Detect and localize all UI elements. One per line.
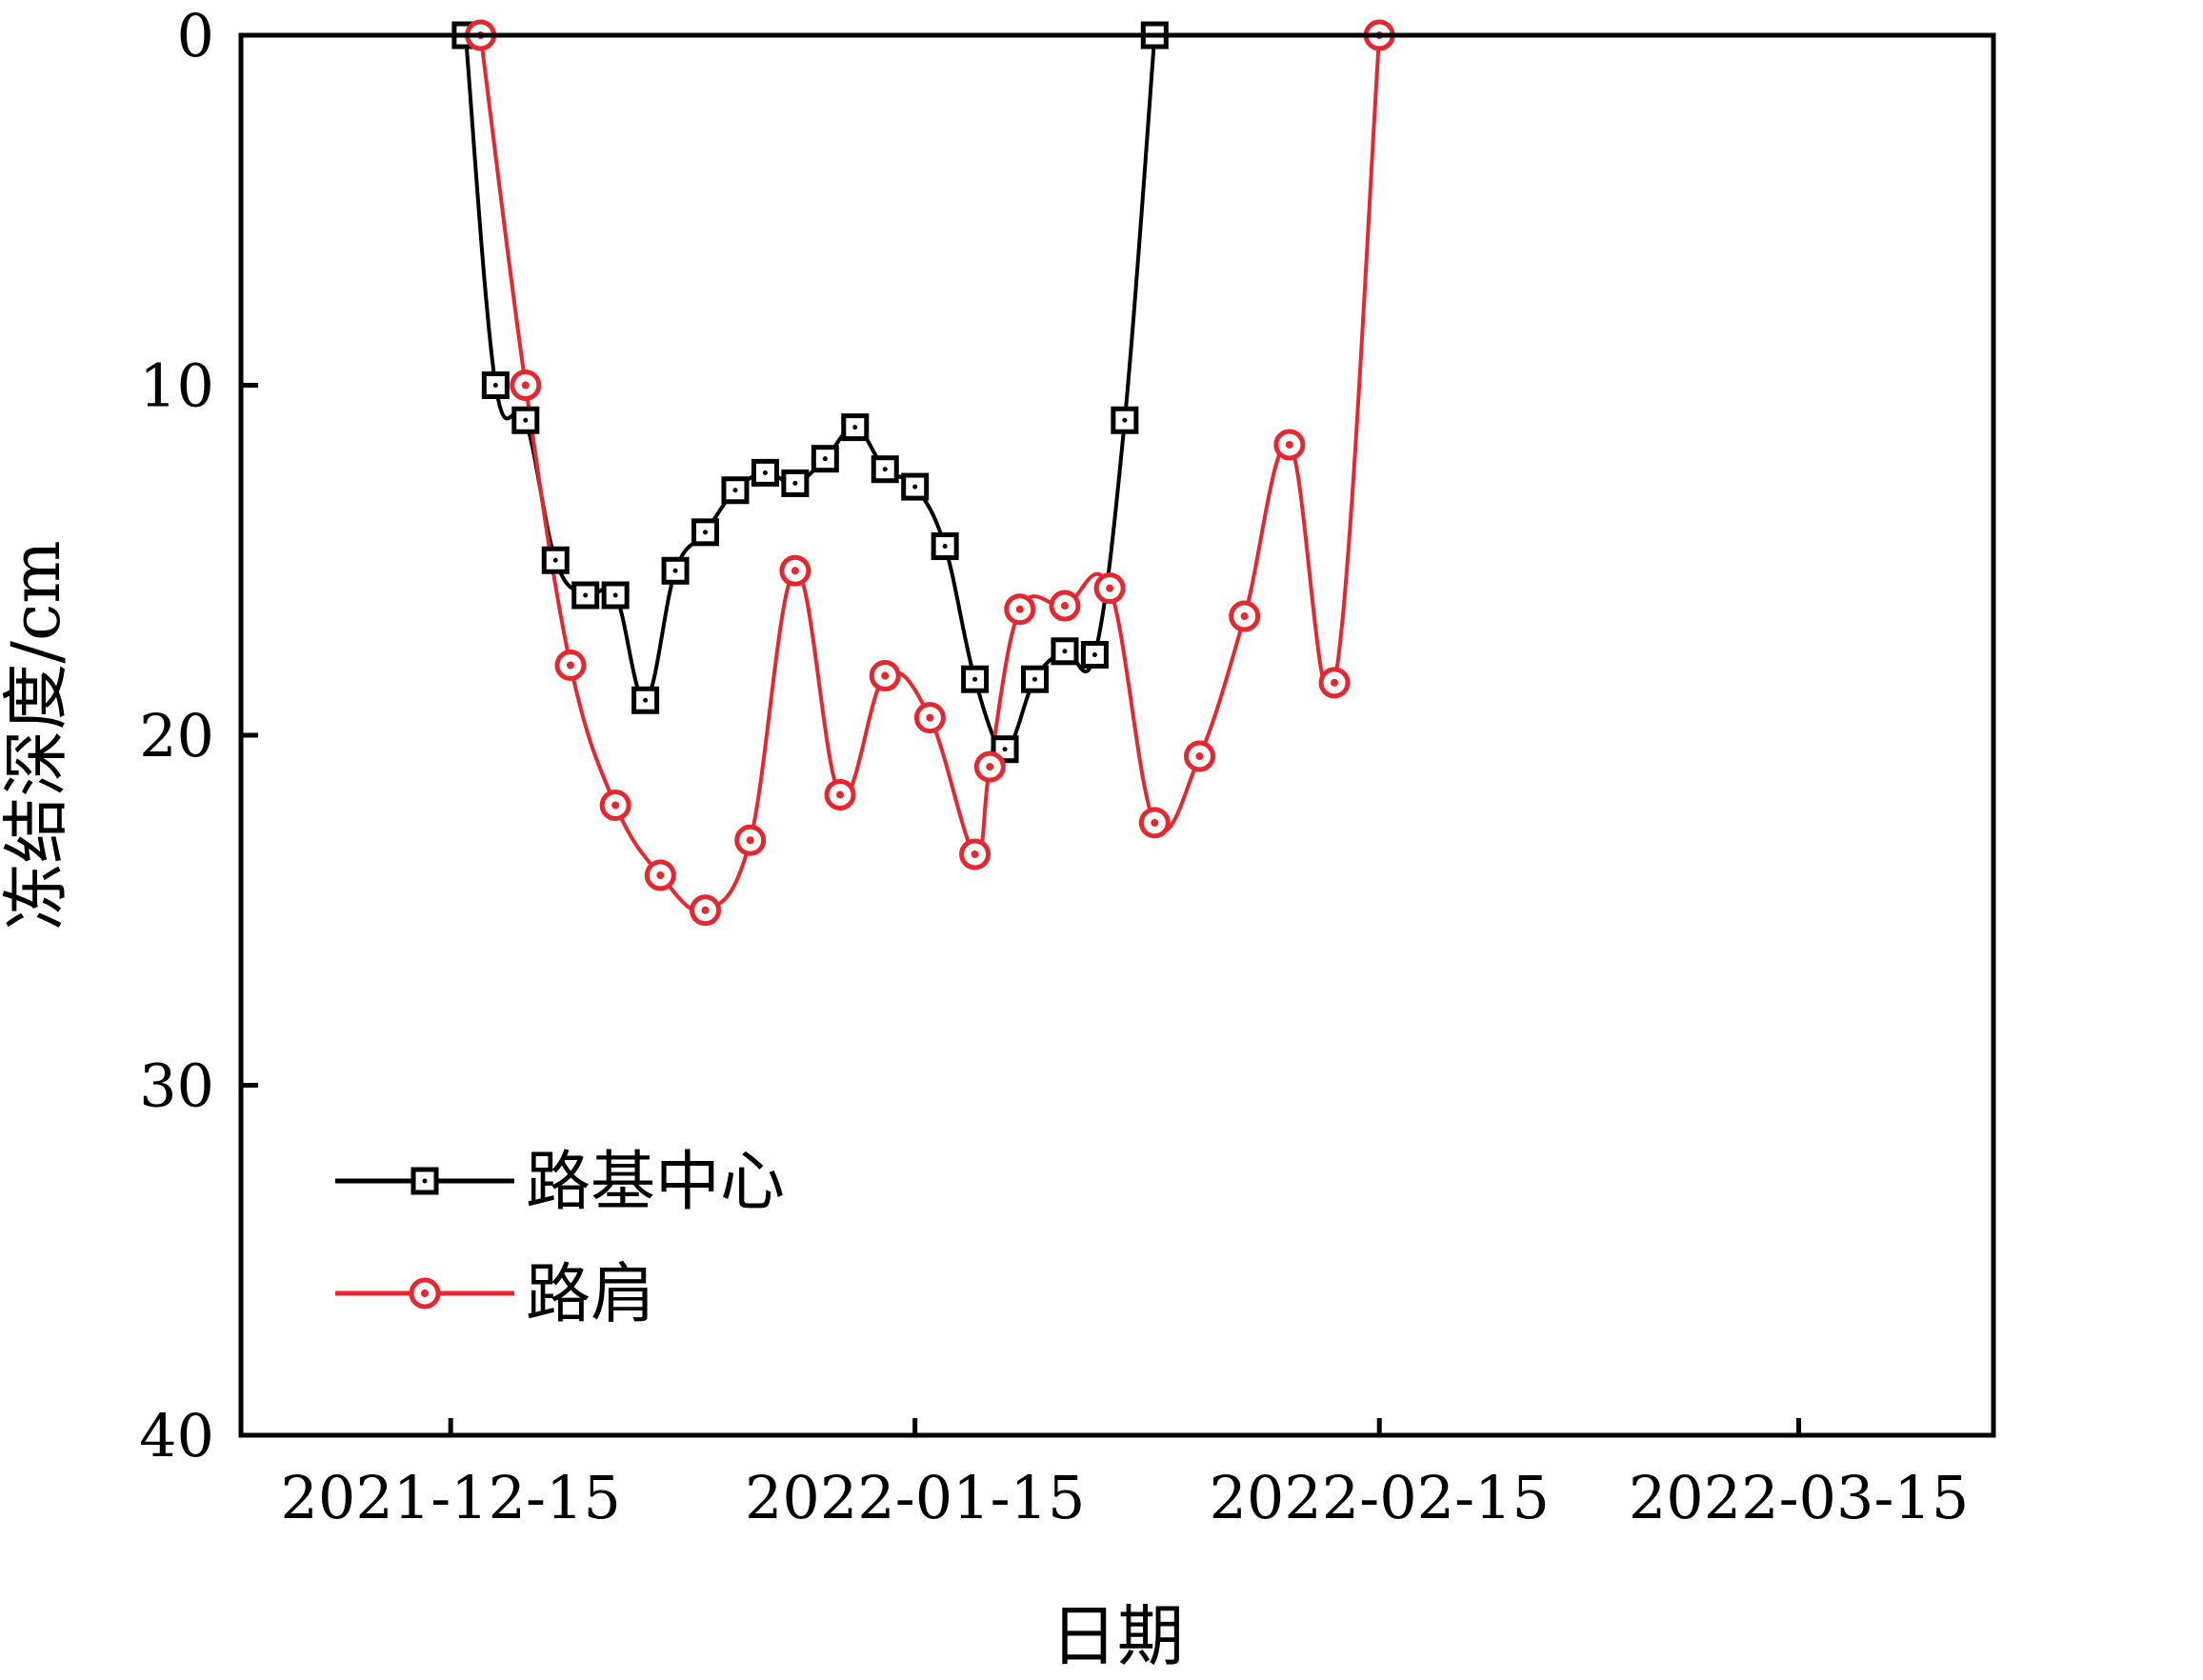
- series-1-point-9-center: [881, 671, 890, 680]
- series-1-point-6-center: [746, 836, 754, 845]
- series-0-point-8-center: [703, 530, 709, 535]
- series-0-point-13: [841, 413, 870, 442]
- y-tick-label-1: 10: [139, 351, 214, 421]
- series-0-point-9-center: [732, 488, 738, 493]
- series-0-point-4: [571, 581, 600, 610]
- series-0-point-6-center: [643, 697, 649, 703]
- series-0-point-4-center: [583, 592, 589, 598]
- series-0-point-17-center: [972, 676, 978, 682]
- y-tick-label-4: 40: [139, 1401, 214, 1470]
- series-1-point-17-center: [1195, 752, 1204, 761]
- series-1-point-11-center: [971, 850, 979, 858]
- series-0-point-22-center: [1122, 417, 1128, 423]
- series-0-point-1-center: [492, 383, 498, 388]
- legend-marker-1-center: [421, 1290, 429, 1297]
- series-1-point-1-center: [521, 381, 530, 390]
- y-tick-label-3: 30: [139, 1051, 214, 1121]
- series-1-point-4-center: [656, 871, 665, 879]
- series-1-point-13-center: [1015, 605, 1024, 613]
- series-0-point-2-center: [523, 417, 529, 423]
- x-tick-label-3: 2022-03-15: [1629, 1463, 1969, 1532]
- series-1-point-14-center: [1060, 602, 1069, 610]
- series-0-point-5-center: [612, 592, 618, 598]
- series-0-point-21-center: [1091, 651, 1097, 657]
- series-0-point-1: [481, 371, 510, 399]
- series-0-point-7-center: [672, 568, 678, 573]
- series-1-point-19-center: [1285, 440, 1293, 449]
- series-1-point-7-center: [791, 567, 799, 575]
- series-0-point-16-center: [942, 544, 948, 550]
- series-1-point-5-center: [701, 906, 710, 914]
- series-1-point-3-center: [611, 801, 620, 810]
- series-line-1: [478, 34, 1382, 913]
- series-0-point-14-center: [882, 467, 888, 472]
- series-0-point-11: [781, 469, 810, 497]
- series-0-point-10-center: [762, 470, 768, 475]
- series-1-point-15-center: [1106, 584, 1114, 592]
- x-tick-label-0: 2021-12-15: [280, 1463, 620, 1532]
- series-0-point-13-center: [852, 425, 858, 430]
- series-0-point-3-center: [552, 557, 558, 563]
- series-0-point-18-center: [1002, 747, 1008, 752]
- series-0-point-9: [721, 476, 750, 505]
- series-1-point-2-center: [566, 661, 574, 670]
- series-1-point-10-center: [926, 713, 934, 722]
- series-0-point-11-center: [792, 480, 798, 486]
- series-0-point-12-center: [822, 456, 828, 462]
- series-1-point-18-center: [1240, 612, 1249, 621]
- legend-label-1: 路肩: [526, 1257, 655, 1332]
- series-0-point-15-center: [912, 484, 918, 490]
- plot-frame: [238, 32, 1996, 1438]
- y-axis-title: 冻结深度/cm: [0, 540, 75, 930]
- x-tick-label-2: 2022-02-15: [1209, 1463, 1549, 1532]
- y-tick-label-2: 20: [139, 701, 214, 770]
- series-0-point-19-center: [1032, 676, 1038, 682]
- y-axis-ticks: 0 10 20 30 40: [139, 1, 258, 1470]
- series-0-point-20-center: [1062, 649, 1068, 654]
- series-1-point-16-center: [1151, 818, 1159, 827]
- series-1-point-8-center: [836, 790, 845, 799]
- series-0-point-14: [871, 455, 899, 484]
- series-0-point-17: [961, 665, 990, 693]
- legend-label-0: 路基中心: [526, 1145, 785, 1220]
- legend-marker-0-center: [422, 1178, 428, 1184]
- x-tick-label-1: 2022-01-15: [745, 1463, 1085, 1532]
- series-1-point-20-center: [1331, 678, 1339, 687]
- x-axis-ticks: 2021-12-15 2022-01-15 2022-02-15 2022-03-15: [280, 1418, 1969, 1532]
- x-axis-title: 日期: [1051, 1597, 1184, 1675]
- plot-markers: [451, 19, 1395, 927]
- series-1-point-12-center: [986, 763, 994, 771]
- series-0-point-10: [751, 458, 779, 487]
- y-tick-label-0: 0: [177, 1, 214, 70]
